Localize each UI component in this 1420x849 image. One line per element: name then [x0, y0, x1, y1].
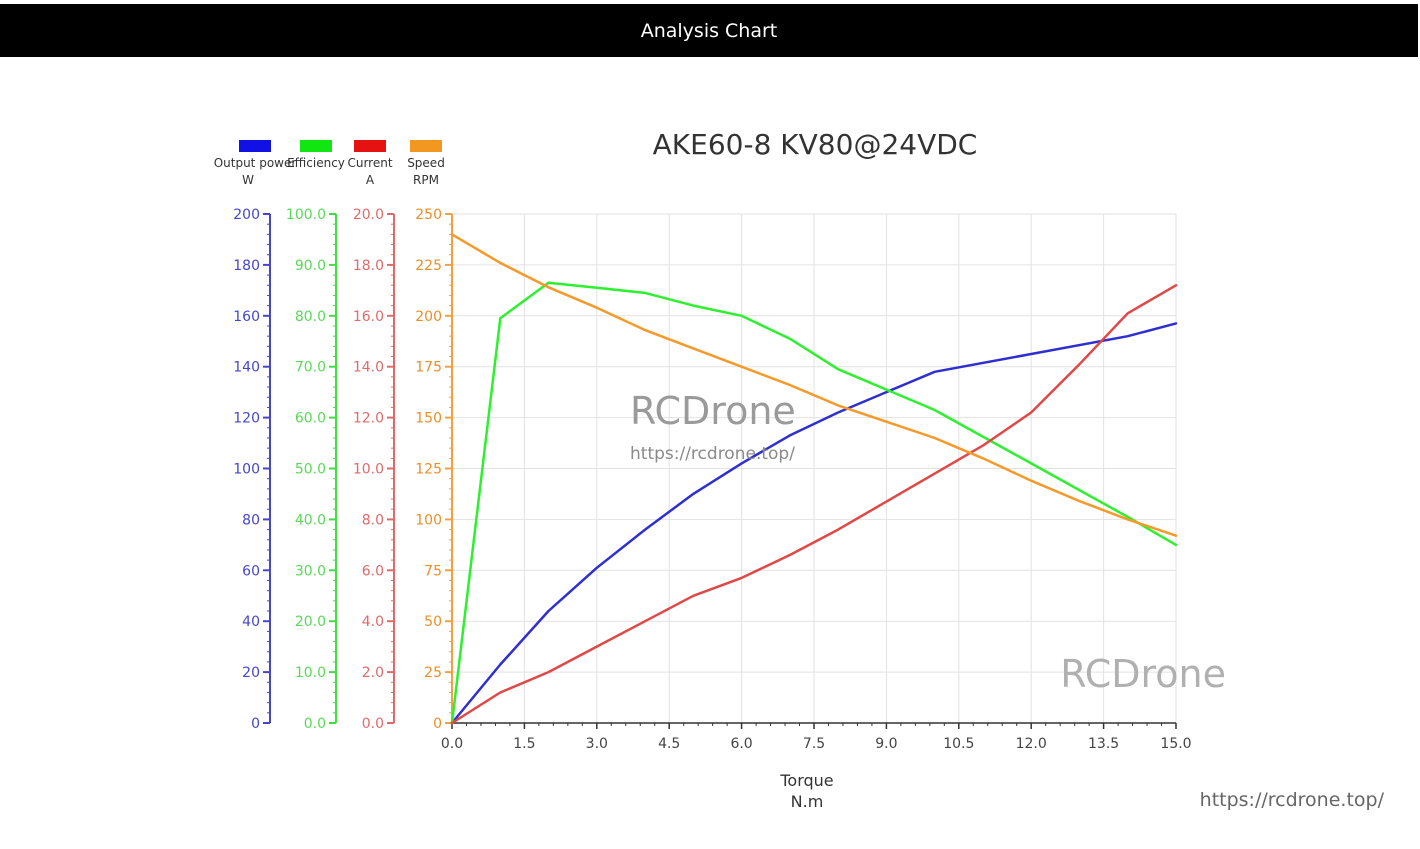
legend-item-current: Current A — [347, 140, 393, 187]
y-tick-label: 0.0 — [362, 716, 384, 732]
y-axis-current: 0.0 2.0 4.0 6.0 8.0 10.0 12.0 14.0 16.0 18.0 20.0 — [353, 207, 395, 732]
x-tick-label: 0.0 — [441, 736, 463, 752]
y-axes: 0 20 40 60 80 100 120 140 160 180 200 0.0 10.0 20.0 30… — [233, 207, 453, 732]
y-tick-label: 100 — [233, 462, 260, 478]
chart-title: AKE60-8 KV80@24VDC — [653, 128, 978, 161]
y-tick-label: 140 — [233, 360, 260, 376]
y-tick-label: 10.0 — [353, 462, 384, 478]
y-axis-output-power: 0 20 40 60 80 100 120 140 160 180 200 — [233, 207, 271, 732]
y-tick-label: 200 — [233, 207, 260, 223]
y-tick-label: 8.0 — [362, 512, 384, 528]
x-tick-label: 7.5 — [803, 736, 825, 752]
page-header: Analysis Chart — [0, 4, 1418, 57]
y-tick-label: 2.0 — [362, 665, 384, 681]
y-tick-label: 40 — [242, 614, 260, 630]
legend-swatch — [300, 140, 332, 152]
y-tick-label: 40.0 — [295, 512, 326, 528]
x-tick-label: 3.0 — [586, 736, 608, 752]
x-tick-label: 1.5 — [513, 736, 535, 752]
y-tick-label: 10.0 — [295, 665, 326, 681]
legend-label: Speed — [407, 156, 445, 170]
legend-label: Current — [347, 156, 392, 170]
y-tick-label: 60 — [242, 563, 260, 579]
x-axis-label: Torque — [779, 771, 833, 790]
y-axis-speed: 0 25 50 75 100 125 150 175 200 225 250 — [415, 207, 453, 732]
watermark-url: https://rcdrone.top/ — [630, 444, 795, 464]
y-tick-label: 100.0 — [286, 207, 326, 223]
y-tick-label: 100 — [415, 512, 442, 528]
y-tick-label: 50 — [424, 614, 442, 630]
y-tick-label: 180 — [233, 258, 260, 274]
legend-label: Output power — [214, 156, 297, 170]
legend-item-output-power: Output power W — [214, 140, 297, 187]
y-tick-label: 14.0 — [353, 360, 384, 376]
series-lines — [450, 233, 1178, 725]
x-tick-label: 4.5 — [658, 736, 680, 752]
y-tick-label: 6.0 — [362, 563, 384, 579]
x-tick-label: 15.0 — [1160, 736, 1191, 752]
x-tick-label: 9.0 — [875, 736, 897, 752]
y-tick-label: 16.0 — [353, 309, 384, 325]
series-line-efficiency — [450, 281, 1178, 725]
y-tick-label: 80 — [242, 512, 260, 528]
legend-item-efficiency: Efficiency — [287, 140, 345, 170]
y-tick-label: 200 — [415, 309, 442, 325]
y-tick-label: 250 — [415, 207, 442, 223]
y-tick-label: 175 — [415, 360, 442, 376]
x-axis: 0.0 1.5 3.0 4.5 6.0 7.5 9.0 10.5 12.0 13.5 15.0 Tor… — [441, 722, 1192, 811]
y-tick-label: 25 — [424, 665, 442, 681]
watermark-main: RCDrone — [630, 389, 796, 433]
y-tick-label: 125 — [415, 462, 442, 478]
x-tick-label: 12.0 — [1016, 736, 1047, 752]
y-tick-label: 70.0 — [295, 360, 326, 376]
y-tick-label: 20 — [242, 665, 260, 681]
legend-label: Efficiency — [287, 156, 345, 170]
legend: Output power W Efficiency Current A Speed RPM — [214, 140, 445, 187]
series-line-speed — [450, 233, 1178, 537]
y-tick-label: 0 — [251, 716, 260, 732]
legend-unit: A — [366, 173, 375, 187]
y-tick-label: 20.0 — [295, 614, 326, 630]
x-tick-label: 10.5 — [943, 736, 974, 752]
legend-swatch — [410, 140, 442, 152]
legend-swatch — [354, 140, 386, 152]
y-tick-label: 0 — [433, 716, 442, 732]
y-tick-label: 18.0 — [353, 258, 384, 274]
legend-unit: W — [242, 173, 254, 187]
x-tick-label: 13.5 — [1088, 736, 1119, 752]
x-tick-label: 6.0 — [730, 736, 752, 752]
y-axis-efficiency: 0.0 10.0 20.0 30.0 40.0 50.0 60.0 70.0 80.0 90.0 1… — [286, 207, 337, 732]
y-tick-label: 4.0 — [362, 614, 384, 630]
legend-item-speed: Speed RPM — [407, 140, 445, 187]
legend-unit: RPM — [413, 173, 439, 187]
series-line-output-power — [450, 322, 1178, 725]
page-title: Analysis Chart — [640, 19, 778, 42]
y-tick-label: 12.0 — [353, 411, 384, 427]
y-tick-label: 30.0 — [295, 563, 326, 579]
y-tick-label: 160 — [233, 309, 260, 325]
y-tick-label: 20.0 — [353, 207, 384, 223]
y-tick-label: 0.0 — [304, 716, 326, 732]
y-tick-label: 150 — [415, 411, 442, 427]
y-tick-label: 50.0 — [295, 462, 326, 478]
series-line-current — [450, 284, 1178, 725]
y-tick-label: 90.0 — [295, 258, 326, 274]
y-tick-label: 75 — [424, 563, 442, 579]
plot-grid — [452, 213, 1177, 723]
y-tick-label: 225 — [415, 258, 442, 274]
y-tick-label: 60.0 — [295, 411, 326, 427]
legend-swatch — [239, 140, 271, 152]
y-tick-label: 120 — [233, 411, 260, 427]
watermark-corner: RCDrone — [1060, 652, 1226, 696]
page-url[interactable]: https://rcdrone.top/ — [1199, 789, 1384, 811]
y-tick-label: 80.0 — [295, 309, 326, 325]
x-axis-label: N.m — [791, 792, 824, 811]
